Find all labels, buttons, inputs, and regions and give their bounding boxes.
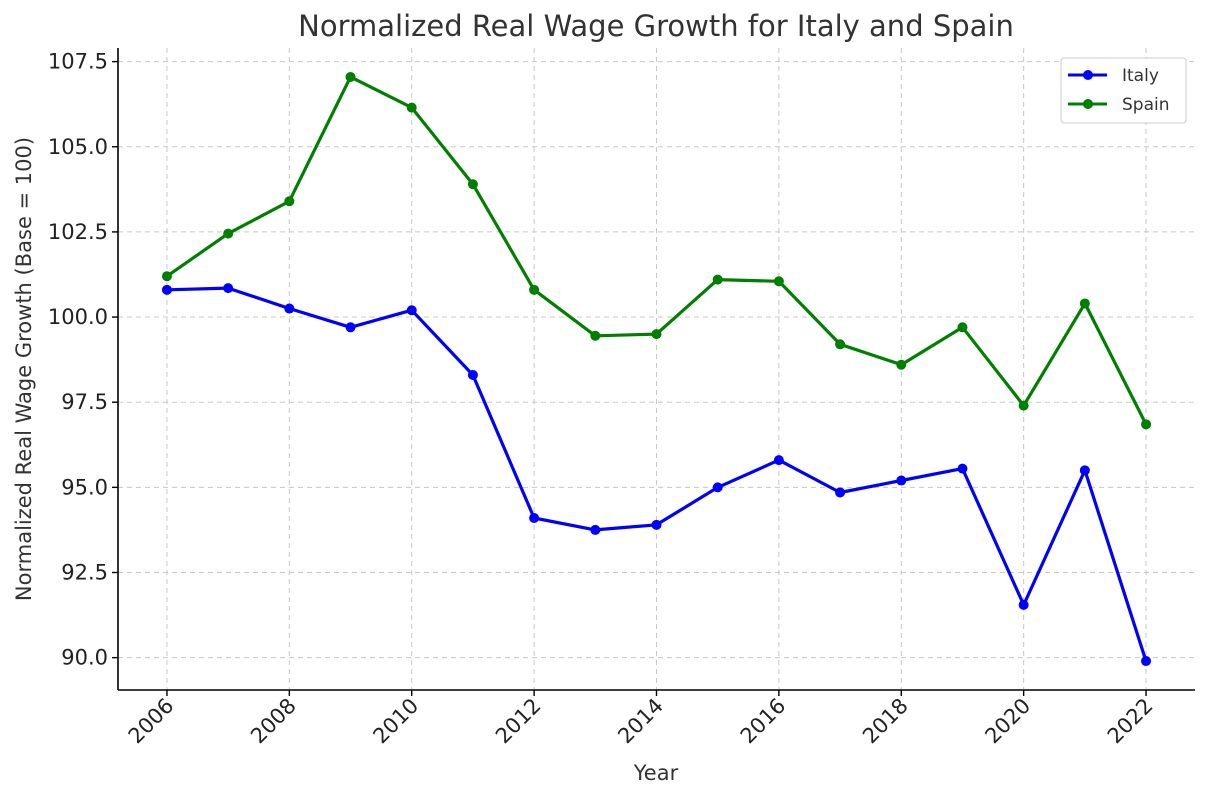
chart-title: Normalized Real Wage Growth for Italy an… [298,9,1014,43]
data-point-spain [467,179,478,190]
tick-labels: 90.0 92.5 95.0 97.5 100.0 102.5 105.0 107.5 2006… [48,50,1158,749]
data-point-italy [1079,465,1090,476]
data-point-italy [712,482,723,493]
data-point-italy [957,463,968,474]
legend-spain-marker [1083,99,1093,109]
data-point-spain [1079,298,1090,309]
x-tick-label: 2010 [368,694,423,749]
legend-spain-label: Spain [1122,95,1170,115]
y-tick-label: 95.0 [61,475,108,499]
data-point-italy [161,284,172,295]
data-point-spain [835,339,846,350]
series-italy [161,283,1152,667]
legend: Italy Spain [1060,57,1187,124]
y-axis-label: Normalized Real Wage Growth (Base = 100) [12,137,36,601]
data-point-italy [1018,599,1029,610]
y-tick-label: 105.0 [48,135,108,159]
data-point-spain [406,102,417,113]
data-point-spain [712,274,723,285]
axes [117,48,1195,691]
x-tick-label: 2008 [246,694,301,749]
data-point-spain [896,359,907,370]
data-point-spain [590,330,601,341]
data-point-italy [1141,656,1152,667]
data-point-spain [773,276,784,287]
x-tick-label: 2012 [491,694,546,749]
data-point-italy [223,283,234,294]
x-tick-label: 2006 [124,694,179,749]
data-point-spain [957,322,968,333]
x-tick-label: 2022 [1103,694,1158,749]
data-point-spain [651,329,662,340]
data-point-spain [529,284,540,295]
data-point-italy [529,513,540,524]
x-tick-label: 2018 [858,694,913,749]
data-point-italy [590,524,601,535]
y-tick-label: 102.5 [48,220,108,244]
y-tick-label: 97.5 [61,390,108,414]
data-point-italy [345,322,356,333]
data-point-spain [284,196,295,207]
data-point-spain [345,71,356,82]
grid [118,48,1195,690]
y-tick-label: 107.5 [48,50,108,74]
series-spain [161,71,1152,430]
data-point-italy [406,305,417,316]
data-point-italy [835,487,846,498]
series [161,71,1152,667]
x-axis-label: Year [633,761,679,785]
x-tick-label: 2016 [736,694,791,749]
y-tick-label: 92.5 [61,560,108,584]
legend-italy-marker [1083,70,1093,80]
legend-italy-label: Italy [1122,66,1159,86]
data-point-italy [284,303,295,314]
y-tick-label: 90.0 [61,646,108,670]
data-point-spain [223,228,234,239]
data-point-italy [467,369,478,380]
data-point-spain [1141,419,1152,430]
data-point-italy [896,475,907,486]
data-point-spain [161,271,172,282]
data-point-spain [1018,400,1029,411]
x-tick-label: 2014 [613,694,668,749]
y-tick-label: 100.0 [48,305,108,329]
data-point-italy [773,455,784,466]
data-point-italy [651,519,662,530]
x-tick-label: 2020 [980,694,1035,749]
